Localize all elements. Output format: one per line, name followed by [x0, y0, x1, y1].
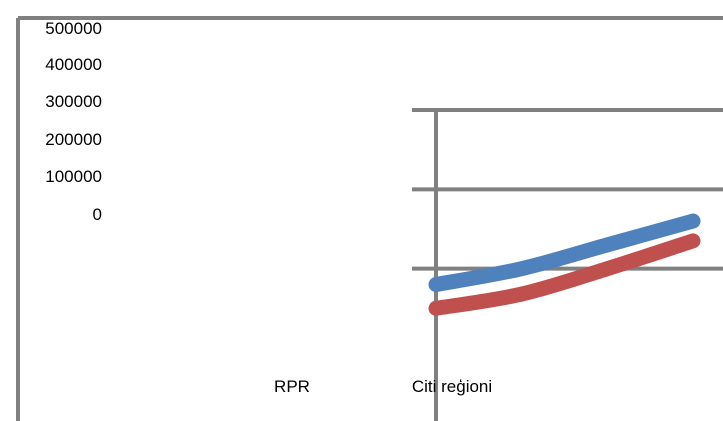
series-lines	[428, 213, 701, 316]
inner-plot-grid	[412, 108, 723, 271]
category-label-citi-regioni: Citi reģioni	[412, 377, 492, 396]
series-line-0	[428, 213, 701, 293]
y-tick-label: 200000	[45, 130, 102, 149]
y-tick-label: 0	[93, 205, 102, 224]
series-line-1	[428, 233, 701, 316]
y-tick-labels: 500000 400000 300000 200000 100000 0	[45, 19, 102, 224]
y-tick-label: 100000	[45, 167, 102, 186]
y-tick-label: 500000	[45, 19, 102, 38]
y-tick-label: 300000	[45, 92, 102, 111]
category-label-rpr: RPR	[274, 377, 310, 396]
y-tick-label: 400000	[45, 55, 102, 74]
